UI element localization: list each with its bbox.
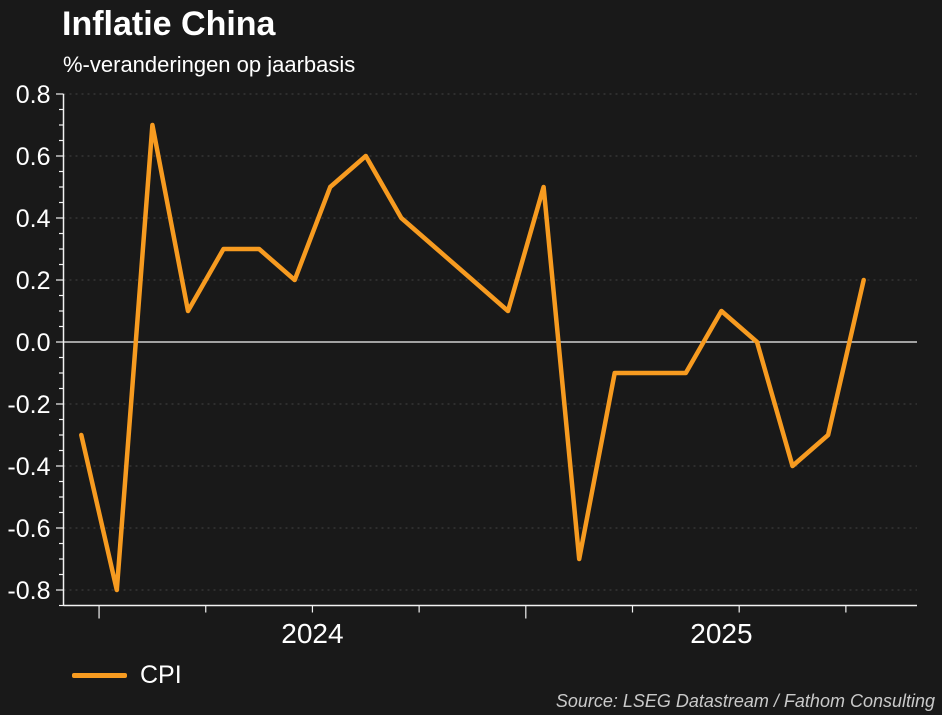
y-axis-tick-label: 0.0: [16, 329, 51, 357]
y-axis-tick-label: 0.8: [16, 81, 51, 109]
y-axis-tick-label: -0.2: [7, 391, 50, 419]
x-axis-year-label: 2025: [690, 618, 752, 649]
cpi-line: [79, 122, 866, 593]
y-axis-tick-label: -0.8: [7, 577, 50, 605]
legend-label-cpi: CPI: [140, 660, 182, 689]
chart-subtitle: %-veranderingen op jaarbasis: [63, 52, 356, 77]
y-axis-tick-label: 0.4: [16, 205, 51, 233]
source-attribution: Source: LSEG Datastream / Fathom Consult…: [555, 691, 935, 711]
x-axis-year-label: 2024: [281, 618, 343, 649]
y-axis-tick-label: -0.6: [7, 515, 50, 543]
chart-title: Inflatie China: [62, 5, 276, 43]
y-axis-tick-label: -0.4: [7, 453, 50, 481]
y-axis-tick-label: 0.6: [16, 143, 51, 171]
cpi-line-swatch: [72, 672, 127, 678]
y-axis-tick-label: 0.2: [16, 267, 51, 295]
legend: CPI: [72, 661, 182, 689]
